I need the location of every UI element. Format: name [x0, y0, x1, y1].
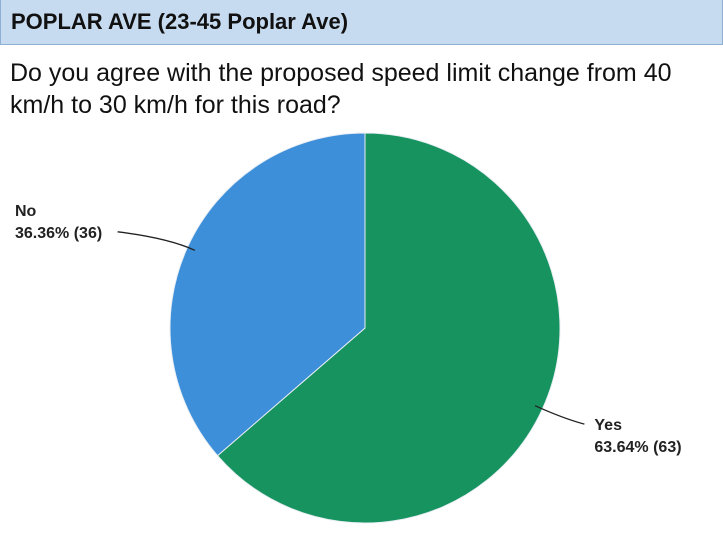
leader-line: [534, 405, 585, 425]
slice-label: Yes: [594, 417, 622, 434]
slice-value-label: 63.64% (63): [594, 439, 681, 456]
question: Do you agree with the proposed speed lim…: [10, 59, 672, 119]
slice-value-label: 36.36% (36): [15, 225, 102, 242]
header-title: POPLAR AVE (23-45 Poplar Ave): [11, 9, 349, 34]
leader-line: [117, 231, 196, 251]
header-bar: POPLAR AVE (23-45 Poplar Ave): [0, 0, 723, 45]
slice-label: No: [15, 203, 37, 220]
